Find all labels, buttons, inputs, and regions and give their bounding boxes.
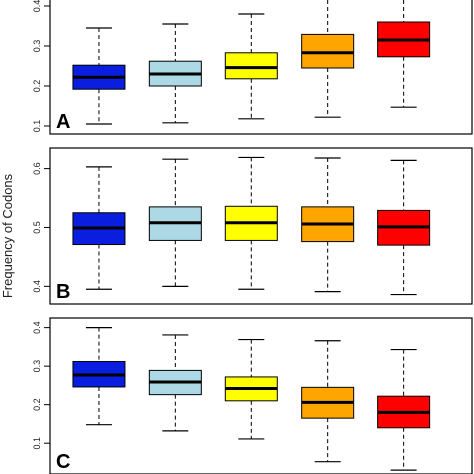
box-marks [72, 0, 431, 125]
box-2 [148, 158, 202, 287]
box-1 [72, 27, 126, 125]
plot-frame [49, 147, 473, 305]
box-3 [224, 156, 278, 290]
panel-label: C [56, 451, 70, 473]
box-body [301, 33, 355, 69]
panel-b: 0.4 0.5 0.6 B [32, 147, 473, 305]
box-2 [148, 23, 202, 124]
panel-a: 0.1 0.2 0.3 0.4 A [32, 0, 473, 135]
y-tick-label: 0.3 [32, 40, 42, 53]
panel-label: B [56, 281, 70, 303]
y-axis-label: Frequency of Codons [0, 173, 15, 298]
box-4 [301, 0, 355, 118]
y-tick-label: 0.4 [32, 280, 42, 293]
panel-label: A [56, 111, 70, 133]
y-tick-label: 0.1 [32, 120, 42, 133]
box-4 [301, 340, 355, 463]
box-3 [224, 338, 278, 440]
panels-group: 0.1 0.2 0.3 0.4 A 0.4 0.5 0.6 B 0.1 0.2 0.3 0.4 C [32, 0, 473, 474]
y-tick-label: 0.2 [32, 80, 42, 93]
y-tick-label: 0.3 [32, 360, 42, 373]
box-1 [72, 166, 126, 290]
box-marks [72, 156, 431, 296]
y-tick-label: 0.1 [32, 437, 42, 450]
box-5 [377, 0, 431, 108]
box-marks [72, 327, 431, 471]
plot-frame [49, 0, 473, 135]
plot-frame [49, 317, 473, 474]
box-1 [72, 327, 126, 426]
y-tick-label: 0.4 [32, 0, 42, 12]
panel-c: 0.1 0.2 0.3 0.4 C [32, 317, 473, 474]
box-5 [377, 348, 431, 471]
box-4 [301, 157, 355, 293]
y-tick-label: 0.5 [32, 221, 42, 234]
box-5 [377, 159, 431, 296]
y-tick-label: 0.4 [32, 321, 42, 334]
box-body [224, 52, 278, 80]
y-tick-label: 0.6 [32, 162, 42, 175]
box-2 [148, 334, 202, 432]
y-tick-label: 0.2 [32, 398, 42, 411]
box-3 [224, 13, 278, 120]
